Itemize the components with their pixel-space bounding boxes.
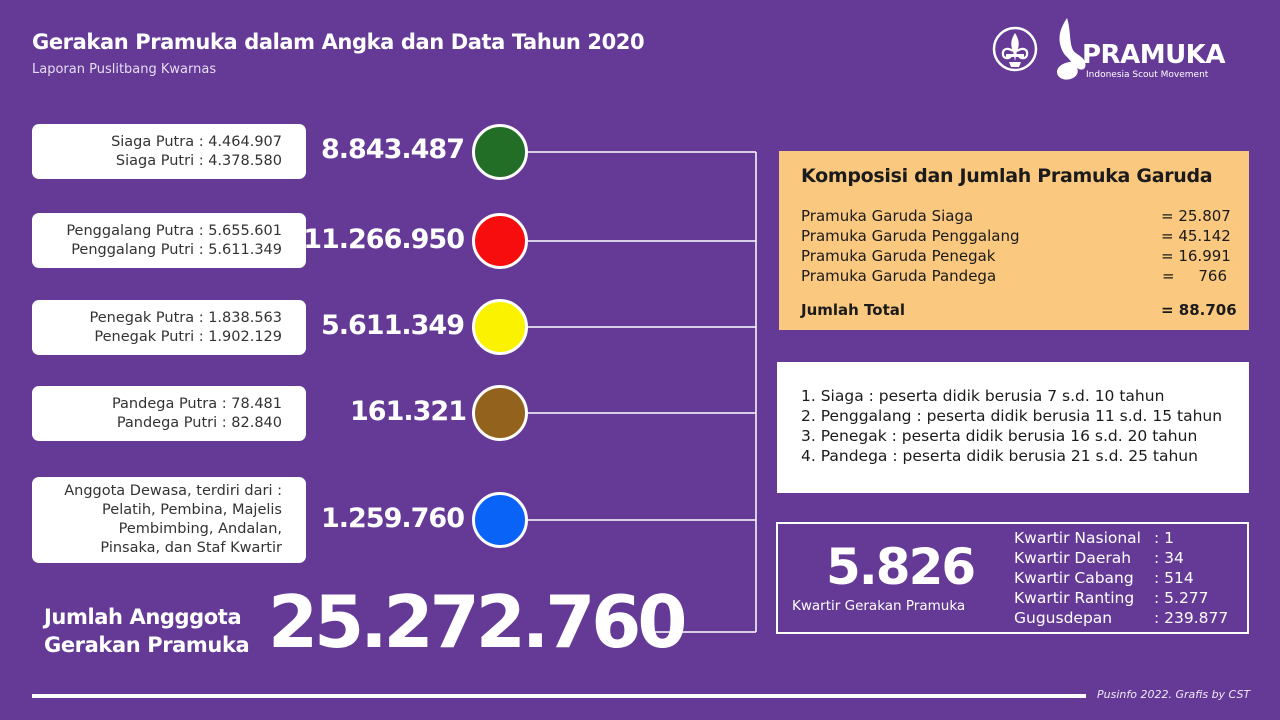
garuda-total-value: = 88.706: [1161, 301, 1237, 319]
kwartir-row-label: Kwartir Nasional: [1014, 529, 1141, 547]
siaga-putri-text: Siaga Putri : 4.378.580: [115, 152, 282, 169]
anggota-dewasa-line: Pinsaka, dan Staf Kwartir: [100, 540, 282, 556]
garuda-title: Komposisi dan Jumlah Pramuka Garuda: [801, 165, 1213, 187]
garuda-row: Pramuka Garuda Penggalang = 45.142: [801, 226, 1231, 246]
kwartir-row: Kwartir Cabang : 514: [1014, 568, 1228, 588]
kwartir-row-value: : 239.877: [1154, 609, 1229, 627]
kwartir-row-value: : 5.277: [1154, 589, 1209, 607]
kwartir-list: Kwartir Nasional : 1 Kwartir Daerah : 34 K…: [1014, 528, 1228, 628]
anggota-dewasa-line: Pembimbing, Andalan,: [118, 521, 282, 537]
kwartir-row-value: : 1: [1154, 529, 1175, 547]
penggalang-total: 11.266.950: [303, 224, 465, 255]
penegak-putri-text: Penegak Putri : 1.902.129: [94, 328, 282, 345]
kwartir-label: Kwartir Gerakan Pramuka: [792, 598, 966, 614]
garuda-row-value: = 25.807: [1161, 207, 1231, 225]
garuda-total-row: Jumlah Total = 88.706: [801, 300, 1237, 320]
kwartir-box: 5.826 Kwartir Gerakan Pramuka Kwartir Na…: [776, 522, 1249, 634]
garuda-row: Pramuka Garuda Pandega = 766: [801, 266, 1227, 286]
kwartir-row-value: : 514: [1154, 569, 1194, 587]
siaga-total: 8.843.487: [320, 134, 465, 165]
kwartir-row: Kwartir Daerah : 34: [1014, 548, 1228, 568]
penggalang-putra-text: Penggalang Putra : 5.655.601: [66, 222, 282, 239]
penegak-putra-text: Penegak Putra : 1.838.563: [89, 309, 282, 326]
brand-wordmark: PRAMUKA: [1082, 40, 1225, 70]
penggalang-info-box: Penggalang Putra : 5.655.601 Penggalang …: [32, 213, 306, 268]
anggota-dewasa-line: Pelatih, Pembina, Majelis: [102, 502, 282, 518]
garuda-row-label: Pramuka Garuda Penegak: [801, 247, 996, 265]
garuda-row-value: = 16.991: [1161, 247, 1231, 265]
footer-divider: [32, 694, 1086, 698]
garuda-row-label: Pramuka Garuda Penggalang: [801, 227, 1020, 245]
kwartir-row-value: : 34: [1154, 549, 1184, 567]
category-item: 3. Penegak : peserta didik berusia 16 s.…: [801, 427, 1198, 445]
garuda-row-value: = 45.142: [1161, 227, 1231, 245]
footer-credit: Pusinfo 2022. Grafis by CST: [1097, 688, 1251, 701]
anggota-dewasa-total: 1.259.760: [320, 503, 465, 534]
category-item: 2. Penggalang : peserta didik berusia 11…: [801, 407, 1223, 425]
kwartir-row: Kwartir Nasional : 1: [1014, 528, 1228, 548]
category-item: 1. Siaga : peserta didik berusia 7 s.d. …: [801, 387, 1165, 405]
anggota-dewasa-info-box: Anggota Dewasa, terdiri dari : Pelatih, …: [32, 477, 306, 563]
pandega-total: 161.321: [350, 396, 467, 427]
scout-emblem-logo: [992, 26, 1038, 72]
siaga-putra-text: Siaga Putra : 4.464.907: [111, 133, 282, 150]
penegak-total: 5.611.349: [320, 310, 465, 341]
kwartir-row-label: Kwartir Daerah: [1014, 549, 1132, 567]
garuda-row-label: Pramuka Garuda Pandega: [801, 267, 997, 285]
category-definitions-box: 1. Siaga : peserta didik berusia 7 s.d. …: [777, 362, 1249, 493]
kwartir-total: 5.826: [826, 538, 976, 596]
category-item: 4. Pandega : peserta didik berusia 21 s.…: [801, 447, 1198, 465]
total-label: Jumlah Angggota Gerakan Pramuka: [44, 603, 250, 659]
anggota-dewasa-line: Anggota Dewasa, terdiri dari :: [64, 483, 282, 499]
page-subtitle: Laporan Puslitbang Kwarnas: [32, 62, 217, 77]
garuda-row-value: = 766: [1161, 267, 1227, 285]
total-label-line1: Jumlah Angggota: [44, 605, 242, 629]
pandega-color-dot: [472, 385, 528, 441]
penegak-info-box: Penegak Putra : 1.838.563 Penegak Putri …: [32, 300, 306, 355]
kwartir-row-label: Kwartir Ranting: [1014, 589, 1135, 607]
total-value: 25.272.760: [268, 580, 687, 664]
kwartir-row-label: Kwartir Cabang: [1014, 569, 1134, 587]
pramuka-tunas-kelapa-icon: [1057, 18, 1086, 80]
pandega-putri-text: Pandega Putri : 82.840: [116, 414, 282, 431]
penegak-color-dot: [472, 299, 528, 355]
siaga-info-box: Siaga Putra : 4.464.907 Siaga Putri : 4.…: [32, 124, 306, 179]
siaga-color-dot: [472, 124, 528, 180]
brand-tagline: Indonesia Scout Movement: [1086, 70, 1209, 80]
penggalang-color-dot: [472, 213, 528, 269]
garuda-composition-box: Komposisi dan Jumlah Pramuka Garuda Pram…: [779, 151, 1249, 330]
kwartir-row: Gugusdepan : 239.877: [1014, 608, 1228, 628]
pandega-info-box: Pandega Putra : 78.481 Pandega Putri : 8…: [32, 386, 306, 441]
pandega-putra-text: Pandega Putra : 78.481: [111, 395, 282, 412]
garuda-row: Pramuka Garuda Siaga = 25.807: [801, 206, 1231, 226]
kwartir-row: Kwartir Ranting : 5.277: [1014, 588, 1228, 608]
kwartir-row-label: Gugusdepan: [1014, 609, 1113, 627]
anggota-dewasa-color-dot: [472, 492, 528, 548]
penggalang-putri-text: Penggalang Putri : 5.611.349: [71, 241, 282, 258]
garuda-row-label: Pramuka Garuda Siaga: [801, 207, 974, 225]
total-label-line2: Gerakan Pramuka: [44, 633, 250, 657]
garuda-row: Pramuka Garuda Penegak = 16.991: [801, 246, 1231, 266]
page-title: Gerakan Pramuka dalam Angka dan Data Tah…: [32, 30, 645, 54]
garuda-total-label: Jumlah Total: [801, 301, 906, 319]
